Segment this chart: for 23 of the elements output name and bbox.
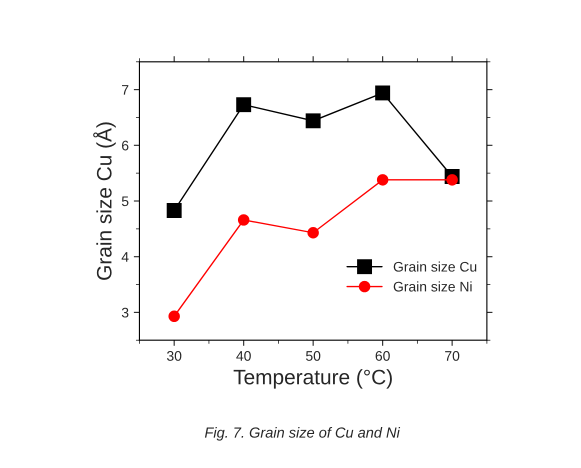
x-tick-label: 30 [166,351,182,361]
point [376,174,388,186]
x-tick-label: 50 [306,351,320,361]
y-tick-label: 4 [122,252,129,262]
point [307,227,319,238]
legend-label: Grain size Ni [394,281,472,292]
legend-label: Grain size Cu [394,261,476,272]
point [166,203,182,218]
point [375,86,390,100]
point [236,97,252,112]
point [238,214,250,226]
x-axis-title: Temperature (°C) [234,369,392,389]
x-tick-label: 40 [236,351,251,361]
x-tick-label: 60 [376,351,390,361]
point [306,113,321,128]
x-tick-label: 70 [445,351,460,361]
y-tick-label: 6 [122,140,128,150]
y-tick-label: 3 [122,308,128,318]
y-axis-title: Grain size Cu (Å) [93,122,116,280]
y-tick-label: 7 [122,85,128,95]
y-tick-label: 5 [122,196,128,206]
caption: Fig. 7. Grain size of Cu and Ni [204,427,400,441]
point [168,310,180,322]
